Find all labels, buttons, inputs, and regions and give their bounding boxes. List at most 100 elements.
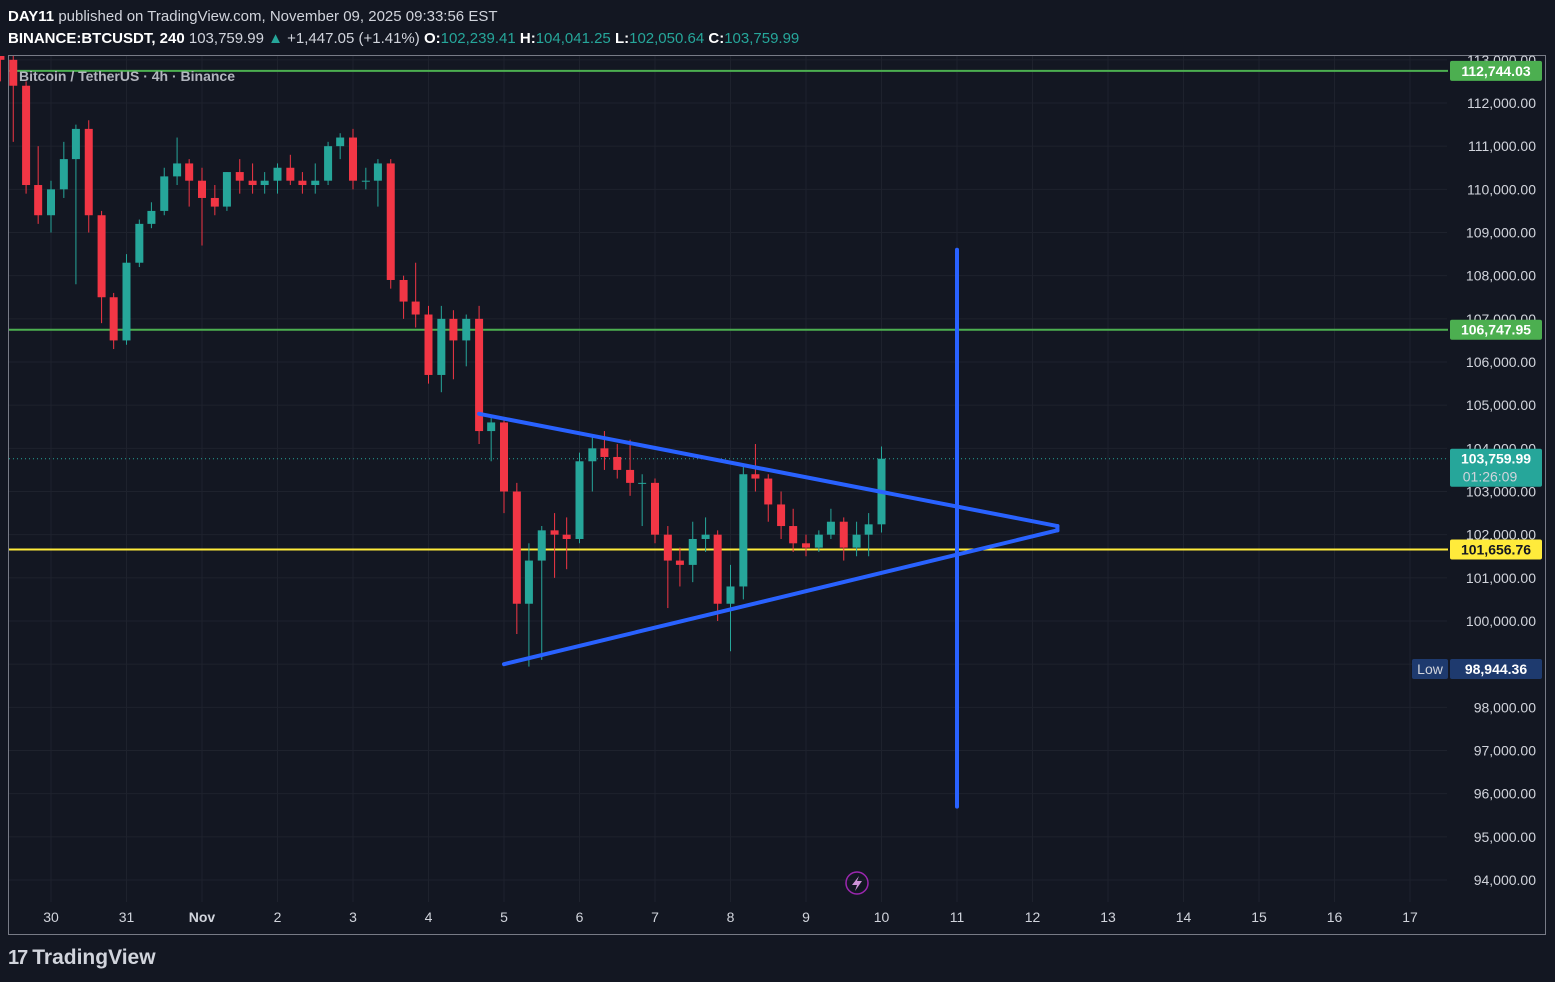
candle xyxy=(437,305,446,393)
candle xyxy=(626,439,635,496)
brand-name: TradingView xyxy=(32,946,156,969)
candle-body xyxy=(550,530,559,535)
candle xyxy=(764,474,773,522)
candle xyxy=(802,534,810,557)
candle xyxy=(462,314,471,367)
chart-header: DAY11 published on TradingView.com, Nove… xyxy=(8,6,799,50)
candle-body xyxy=(311,180,320,186)
candle xyxy=(575,452,584,544)
candle-body xyxy=(260,180,269,186)
candle xyxy=(361,167,370,190)
candle-body xyxy=(147,210,156,224)
low-marker-price-bg xyxy=(1450,659,1542,679)
chart-title: Bitcoin / TetherUS · 4h · Binance xyxy=(19,68,235,84)
candle-body xyxy=(437,318,446,375)
candle-body xyxy=(462,318,471,341)
x-tick-label: Nov xyxy=(189,909,216,925)
candle xyxy=(84,120,93,233)
candle-body xyxy=(852,534,861,548)
candle-body xyxy=(248,180,257,186)
candle xyxy=(135,219,144,268)
candle xyxy=(688,521,697,583)
candle xyxy=(185,159,194,207)
level-price-tag: 112,744.03 xyxy=(1450,60,1542,81)
candle-body xyxy=(185,163,194,181)
candle-body xyxy=(34,185,43,216)
candle-body xyxy=(235,172,244,181)
candle-body xyxy=(675,560,684,565)
candle-body xyxy=(537,530,546,561)
candle-body xyxy=(222,172,231,207)
price-tags: 112,744.03 106,747.95 101,656.76 103,759.99… xyxy=(1412,60,1542,679)
close-value: 103,759.99 xyxy=(724,30,800,47)
candle xyxy=(713,530,722,622)
y-tick-label: 101,000.00 xyxy=(1466,570,1536,586)
candle-body xyxy=(789,526,798,544)
x-tick-label: 12 xyxy=(1025,909,1041,925)
candle xyxy=(222,172,231,211)
candle xyxy=(22,81,31,194)
x-tick-label: 8 xyxy=(727,909,735,925)
candle xyxy=(588,435,597,492)
candle-body xyxy=(613,456,622,470)
publish-info: DAY11 published on TradingView.com, Nove… xyxy=(8,6,799,28)
close-label: C: xyxy=(708,30,725,47)
candle-body xyxy=(487,422,496,432)
y-tick-label: 97,000.00 xyxy=(1474,743,1536,759)
candle xyxy=(349,128,357,190)
open-label: O: xyxy=(423,30,441,47)
high-label: H: xyxy=(519,30,536,47)
footer-brand[interactable]: 17 TradingView xyxy=(8,946,156,970)
level-price-tag-bg xyxy=(1450,60,1542,81)
candle-body xyxy=(411,301,420,315)
candle-body xyxy=(512,491,521,604)
publish-text: published on TradingView.com, November 0… xyxy=(54,8,498,25)
x-tick-label: 15 xyxy=(1251,909,1267,925)
level-price-tag: 106,747.95 xyxy=(1450,319,1542,340)
candle-body xyxy=(349,137,357,181)
candle xyxy=(235,159,244,194)
y-tick-label: 95,000.00 xyxy=(1474,829,1536,845)
candle xyxy=(160,167,169,216)
candle xyxy=(424,305,433,384)
candle-body xyxy=(814,534,823,548)
candle-body xyxy=(500,422,508,492)
candle xyxy=(739,465,748,600)
candle-body xyxy=(135,223,144,263)
candle-body xyxy=(701,534,710,539)
candle xyxy=(198,167,206,246)
candle-body xyxy=(198,180,206,198)
last-price: 103,759.99 xyxy=(188,30,264,47)
low-marker-tag: Low 98,944.36 xyxy=(1412,659,1542,679)
candle-body xyxy=(562,534,571,539)
candle xyxy=(311,163,320,194)
candle xyxy=(675,547,684,587)
symbol-label[interactable]: BINANCE:BTCUSDT, 240 xyxy=(8,30,185,47)
x-tick-label: 31 xyxy=(119,909,135,925)
y-tick-label: 98,000.00 xyxy=(1474,699,1536,715)
x-tick-label: 16 xyxy=(1327,909,1343,925)
last-price-tag-label: 103,759.99 xyxy=(1461,451,1531,467)
author-name[interactable]: DAY11 xyxy=(8,8,55,25)
candle xyxy=(537,526,546,660)
x-tick-label: 13 xyxy=(1100,909,1116,925)
candle xyxy=(59,141,68,198)
candle-body xyxy=(826,521,835,535)
candle xyxy=(512,482,521,634)
candle xyxy=(399,275,408,319)
x-tick-label: 10 xyxy=(874,909,890,925)
last-price-tag: 103,759.99 01:26:09 xyxy=(1450,448,1542,487)
lightning-icon[interactable] xyxy=(845,871,869,895)
candle xyxy=(500,418,508,514)
candle-body xyxy=(726,586,735,604)
candle-body xyxy=(575,461,584,539)
candle xyxy=(248,163,257,194)
candle-body xyxy=(651,482,659,535)
candle xyxy=(638,474,647,527)
candle-body xyxy=(97,215,106,298)
candle-body xyxy=(688,538,697,565)
candle xyxy=(475,305,484,445)
candle-body xyxy=(361,180,370,182)
candle-body xyxy=(839,521,848,548)
